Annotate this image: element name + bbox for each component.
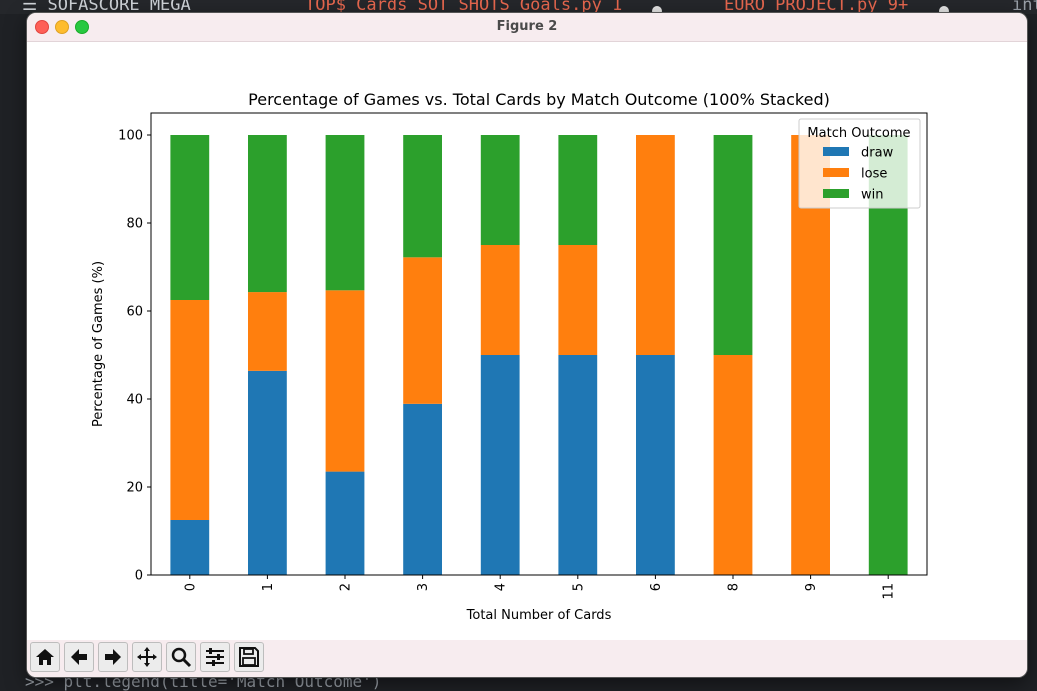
back-arrow-icon bbox=[71, 649, 87, 665]
configure-subplots-button[interactable] bbox=[200, 642, 230, 672]
navigation-toolbar bbox=[27, 640, 1027, 677]
bar-win-8 bbox=[713, 135, 753, 355]
zoom-icon bbox=[171, 647, 192, 668]
bar-lose-3 bbox=[403, 257, 442, 404]
legend-swatch-win bbox=[823, 189, 849, 198]
forward-button[interactable] bbox=[98, 642, 128, 672]
legend-swatch-draw bbox=[823, 147, 849, 156]
bar-draw-4 bbox=[480, 355, 520, 575]
background-tab-bar bbox=[0, 0, 1037, 14]
x-tick-label: 3 bbox=[416, 583, 431, 591]
save-icon bbox=[239, 647, 259, 667]
background-tab-2: TOP$_Cards_SOT_SHOTS_Goals.py 1 bbox=[305, 0, 623, 15]
bar-draw-1 bbox=[248, 370, 287, 575]
bar-lose-8 bbox=[713, 355, 753, 575]
unsaved-dot-icon bbox=[652, 6, 662, 16]
legend-label-lose: lose bbox=[861, 167, 887, 182]
bar-lose-0 bbox=[170, 300, 210, 520]
bar-win-2 bbox=[325, 135, 365, 291]
back-button[interactable] bbox=[64, 642, 94, 672]
x-tick-label: 5 bbox=[571, 583, 586, 591]
x-tick-label: 9 bbox=[804, 583, 819, 591]
bar-win-5 bbox=[558, 135, 598, 245]
bar-draw-5 bbox=[558, 355, 598, 575]
title-bar[interactable]: Figure 2 bbox=[27, 13, 1027, 42]
y-tick-label: 100 bbox=[118, 129, 143, 144]
background-tab-3: EURO_PROJECT.py 9+ bbox=[724, 0, 909, 15]
configure-subplots-icon bbox=[206, 648, 224, 666]
bar-lose-4 bbox=[480, 245, 520, 355]
x-tick-label: 4 bbox=[494, 583, 509, 591]
y-tick-label: 20 bbox=[126, 481, 143, 496]
legend-title: Match Outcome bbox=[807, 126, 910, 141]
stacked-bar-chart: Percentage of Games vs. Total Cards by M… bbox=[91, 90, 928, 623]
bar-win-3 bbox=[403, 135, 442, 258]
save-button[interactable] bbox=[234, 642, 264, 672]
maximize-window-button[interactable] bbox=[75, 20, 89, 34]
y-tick-label: 60 bbox=[126, 305, 143, 320]
home-icon bbox=[36, 649, 54, 665]
bar-draw-3 bbox=[403, 403, 442, 575]
bar-lose-6 bbox=[636, 135, 675, 355]
x-axis-label: Total Number of Cards bbox=[466, 608, 612, 623]
y-tick-label: 40 bbox=[126, 393, 143, 408]
bar-draw-0 bbox=[170, 520, 210, 575]
figure-window: Figure 2 Percentage of Games vs. Total C… bbox=[27, 13, 1027, 677]
bar-lose-5 bbox=[558, 245, 598, 355]
pan-button[interactable] bbox=[132, 642, 162, 672]
unsaved-dot-icon bbox=[939, 6, 949, 16]
window-title: Figure 2 bbox=[496, 19, 558, 34]
x-tick-label: 11 bbox=[882, 583, 897, 600]
legend-box bbox=[798, 118, 921, 209]
plot-frame bbox=[150, 112, 928, 576]
legend-label-win: win bbox=[861, 188, 883, 203]
pan-icon bbox=[137, 647, 157, 667]
x-tick-label: 0 bbox=[183, 583, 198, 591]
figure-canvas[interactable]: Percentage of Games vs. Total Cards by M… bbox=[27, 42, 1027, 640]
x-tick-label: 6 bbox=[649, 583, 664, 591]
legend: Match Outcome draw lose win bbox=[798, 118, 921, 209]
minimize-window-button[interactable] bbox=[55, 20, 69, 34]
y-axis-label: Percentage of Games (%) bbox=[91, 261, 106, 427]
legend-swatch-lose bbox=[823, 168, 849, 177]
legend-label-draw: draw bbox=[861, 146, 894, 161]
bar-win-0 bbox=[170, 135, 210, 300]
chart-title: Percentage of Games vs. Total Cards by M… bbox=[248, 90, 830, 109]
x-tick-label: 2 bbox=[339, 583, 354, 591]
bar-lose-1 bbox=[248, 292, 287, 371]
y-tick-label: 0 bbox=[135, 569, 143, 584]
bar-win-1 bbox=[248, 135, 287, 293]
bar-win-4 bbox=[480, 135, 520, 245]
forward-arrow-icon bbox=[105, 649, 121, 665]
close-window-button[interactable] bbox=[35, 20, 49, 34]
bar-draw-2 bbox=[325, 471, 365, 575]
background-tab-1: ☰ SOFASCORE_MEGA bbox=[22, 0, 191, 15]
background-tab-4: inte bbox=[1012, 0, 1037, 15]
x-tick-label: 8 bbox=[727, 583, 742, 591]
bar-draw-6 bbox=[636, 355, 675, 575]
zoom-button[interactable] bbox=[166, 642, 196, 672]
x-tick-label: 1 bbox=[261, 583, 276, 591]
y-tick-label: 80 bbox=[126, 217, 143, 232]
bar-lose-2 bbox=[325, 290, 365, 472]
home-button[interactable] bbox=[30, 642, 60, 672]
